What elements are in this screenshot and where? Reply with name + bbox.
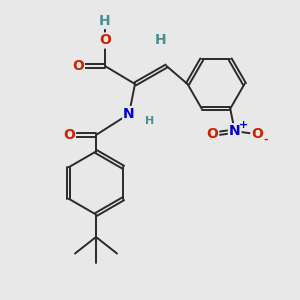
Text: +: + [238,120,248,130]
Text: O: O [206,127,218,141]
Text: N: N [229,124,241,138]
Text: N: N [123,107,135,121]
Text: H: H [155,34,166,47]
Text: O: O [63,128,75,142]
Text: -: - [263,135,268,145]
Text: H: H [99,14,111,28]
Text: O: O [99,34,111,47]
Text: H: H [146,116,154,127]
Text: O: O [251,127,263,141]
Text: O: O [72,59,84,73]
